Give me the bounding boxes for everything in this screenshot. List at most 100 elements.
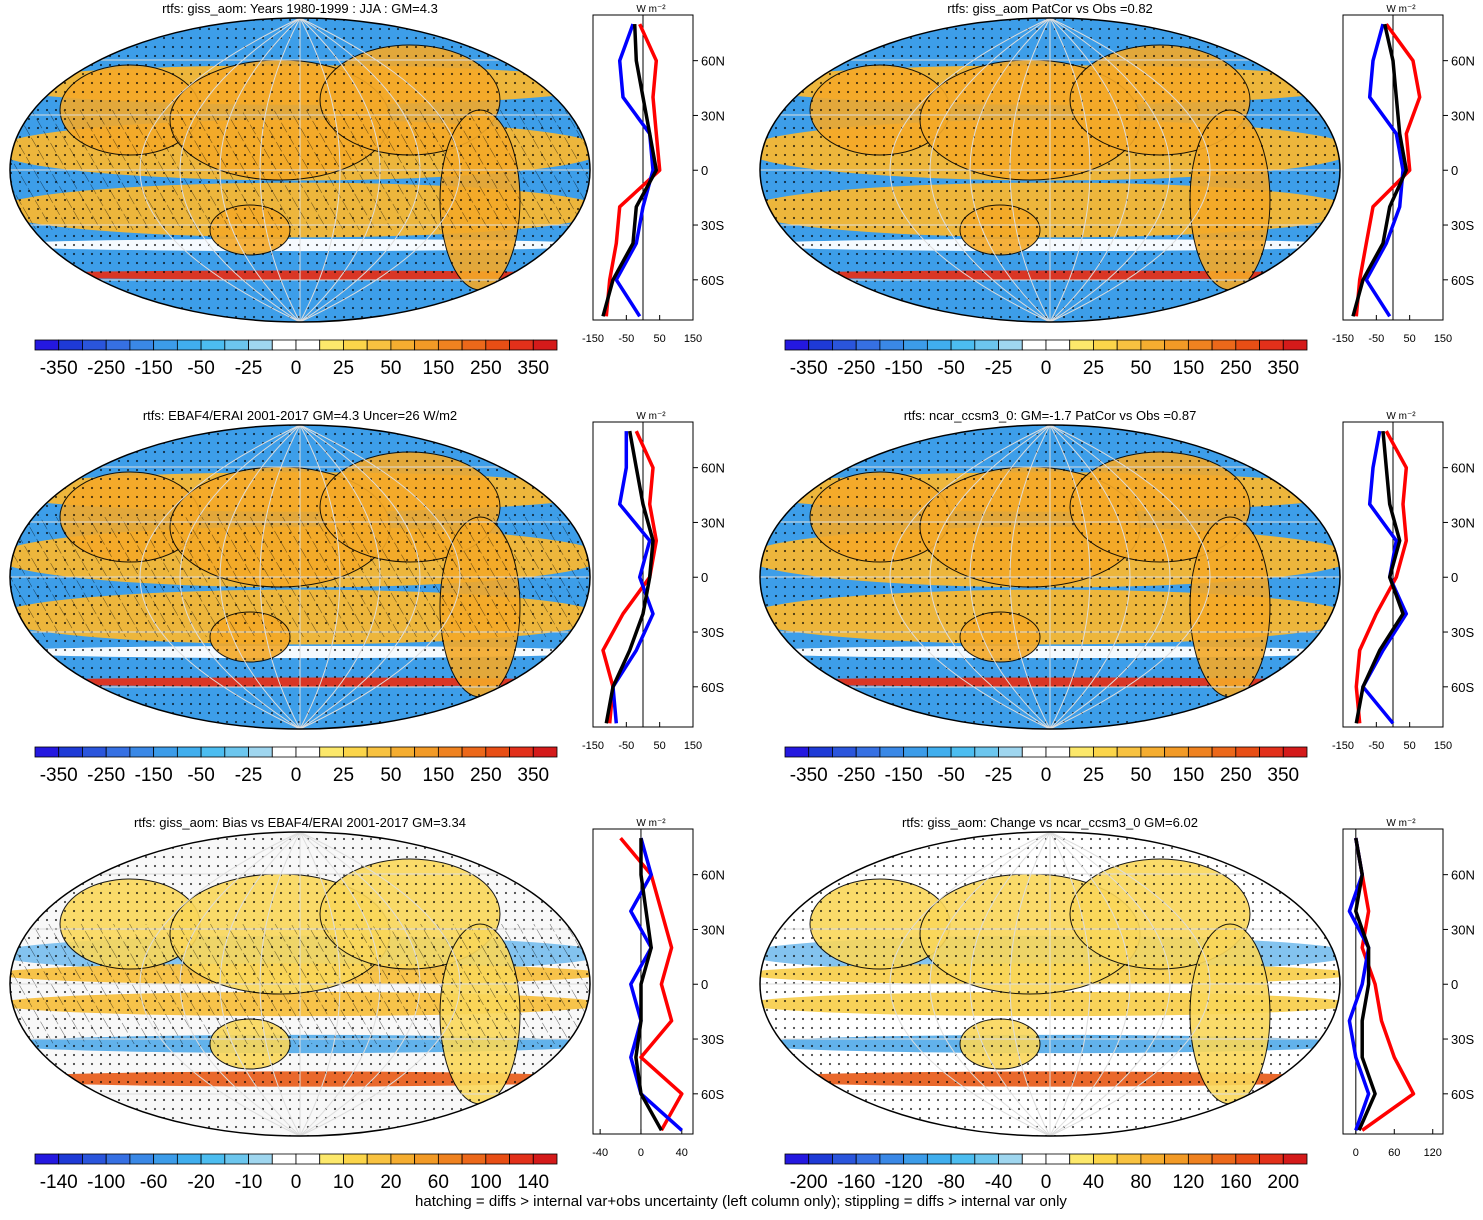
map-border [759, 17, 1341, 323]
colorbar-box [176, 746, 202, 758]
y-tick-label: 30N [701, 515, 725, 530]
graticule [1049, 18, 1091, 322]
panel: rtfs: giss_aom: Change vs ncar_ccsm3_0 G… [759, 815, 1475, 1193]
x-tick-label: -150 [582, 333, 604, 345]
colorbar-label: 25 [333, 358, 354, 379]
x-tick-label: 120 [1424, 1147, 1442, 1159]
colorbar-box [832, 746, 857, 758]
colorbar-box [295, 746, 321, 758]
colorbar-box [295, 1153, 321, 1165]
y-tick-label: 30S [1451, 218, 1474, 233]
x-tick-label: -40 [592, 1147, 608, 1159]
profile-line [611, 431, 655, 724]
colorbar-box [879, 339, 905, 351]
y-tick-label: 0 [1451, 570, 1458, 585]
colorbar-label: 250 [470, 765, 502, 786]
colorbar-label: 150 [1173, 358, 1205, 379]
graticule [1049, 425, 1211, 729]
graticule [299, 832, 461, 1136]
colorbar-box [248, 1153, 273, 1165]
profile-line [604, 23, 662, 317]
colorbar-box [485, 746, 510, 758]
x-tick-label: 40 [676, 1147, 688, 1159]
colorbar-label: 10 [333, 1172, 354, 1193]
graticule [299, 832, 381, 1136]
map [760, 18, 1340, 322]
graticule [929, 832, 1051, 1136]
graticule [1009, 832, 1051, 1136]
profile-line [1364, 23, 1405, 318]
colorbar-box [461, 746, 487, 758]
map-border [9, 424, 591, 730]
colorbar-label: -350 [790, 765, 828, 786]
x-tick-label: 150 [1434, 740, 1452, 752]
colorbar-box [271, 1153, 297, 1165]
colorbar-box [1045, 1153, 1071, 1165]
graticule [299, 832, 421, 1136]
x-tick-label: 150 [1434, 333, 1452, 345]
colorbar-label: 160 [1220, 1172, 1252, 1193]
colorbar-box [532, 339, 558, 351]
colorbar-label: -250 [837, 358, 875, 379]
graticule [219, 832, 301, 1136]
graticule [889, 832, 1051, 1136]
colorbar-box [926, 339, 952, 351]
colorbar-box [271, 339, 297, 351]
colorbar-box [855, 1153, 881, 1165]
colorbar-box [437, 339, 463, 351]
colorbar-label: -140 [40, 1172, 78, 1193]
colorbar-box [1140, 1153, 1166, 1165]
panel-title: rtfs: giss_aom: Bias vs EBAF4/ERAI 2001-… [134, 815, 466, 830]
map [10, 18, 590, 322]
colorbar-box [879, 1153, 905, 1165]
graticule [179, 18, 301, 322]
colorbar-box [414, 746, 439, 758]
unit-label: W m⁻² [636, 411, 666, 422]
colorbar-label: 350 [517, 765, 549, 786]
graticule [259, 425, 301, 729]
graticule [179, 425, 301, 729]
y-tick-label: 60N [701, 868, 725, 883]
profile-line [1351, 23, 1409, 317]
colorbar-label: -50 [937, 765, 964, 786]
graticule [969, 18, 1051, 322]
colorbar-box [1116, 339, 1142, 351]
y-tick-label: 30S [701, 625, 724, 640]
y-tick-label: 0 [701, 570, 708, 585]
colorbar-box [224, 1153, 249, 1165]
x-tick-label: 50 [654, 740, 666, 752]
colorbar-box [808, 1153, 833, 1165]
colorbar-label: -50 [187, 765, 214, 786]
y-tick-label: 0 [1451, 163, 1458, 178]
colorbar-label: 25 [1083, 765, 1104, 786]
colorbar-label: -350 [790, 358, 828, 379]
colorbar-box [200, 339, 226, 351]
colorbar-box [1093, 1153, 1118, 1165]
unit-label: W m⁻² [636, 818, 666, 829]
colorbar-box [34, 746, 60, 758]
panel: rtfs: giss_aom: Years 1980-1999 : JJA : … [9, 1, 725, 379]
colorbar-label: -25 [235, 765, 262, 786]
colorbar-box [1093, 746, 1118, 758]
colorbar-label: 50 [380, 765, 401, 786]
y-tick-label: 60S [1451, 273, 1474, 288]
map-border [759, 424, 1341, 730]
colorbar-box [832, 1153, 857, 1165]
colorbar-label: -150 [885, 358, 923, 379]
graticule [889, 425, 1051, 729]
colorbar-box [855, 746, 881, 758]
x-tick-label: 50 [1404, 740, 1416, 752]
y-tick-label: 60N [701, 461, 725, 476]
colorbar-box [1069, 1153, 1094, 1165]
graticule [1009, 18, 1051, 322]
colorbar-box [366, 1153, 392, 1165]
colorbar-box [200, 746, 226, 758]
colorbar-box [485, 1153, 510, 1165]
colorbar-box [224, 746, 249, 758]
colorbar-box [34, 339, 60, 351]
colorbar-box [1259, 746, 1284, 758]
colorbar-box [58, 746, 83, 758]
colorbar-box [1093, 339, 1118, 351]
graticule [139, 18, 301, 322]
x-tick-label: 60 [1388, 1147, 1400, 1159]
